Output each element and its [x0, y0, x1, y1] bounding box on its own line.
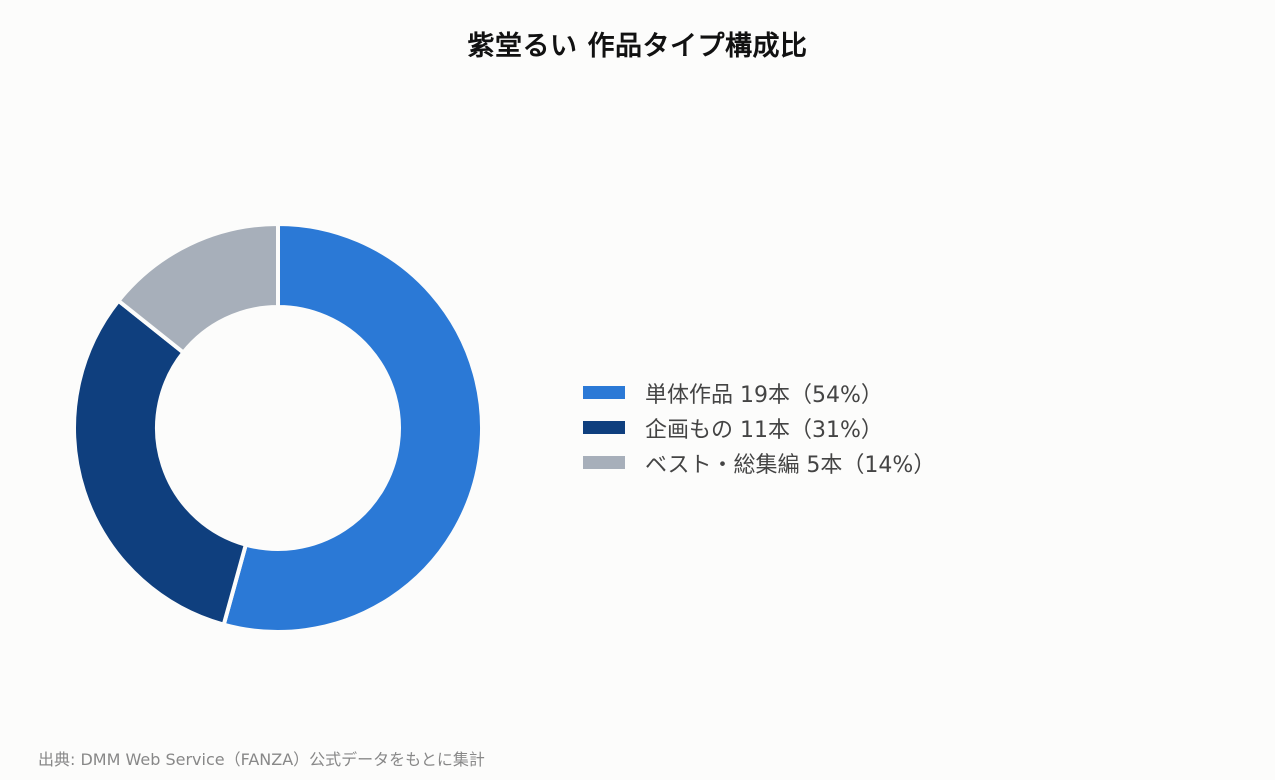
legend-item-3: ベスト・総集編 5本（14%） [583, 445, 1103, 480]
donut-slice-2 [72, 297, 249, 628]
chart-title: 紫堂るい 作品タイプ構成比 [467, 31, 808, 62]
chart-legend: 単体作品 19本（54%） 企画もの 11本（31%） ベスト・総集編 5本（14%… [583, 375, 1103, 480]
donut-slice-3 [115, 221, 280, 356]
legend-swatch [583, 386, 625, 399]
donut-slice-1 [221, 221, 484, 634]
legend-swatch [583, 456, 625, 469]
legend-item-2: 企画もの 11本（31%） [583, 410, 1103, 445]
source-note: 出典: DMM Web Service（FANZA）公式データをもとに集計 [38, 750, 485, 769]
donut-slices [72, 221, 484, 634]
legend-item-1: 単体作品 19本（54%） [583, 375, 1103, 410]
legend-label: ベスト・総集編 5本（14%） [645, 452, 936, 478]
legend-swatch [583, 421, 625, 434]
legend-label: 単体作品 19本（54%） [645, 382, 883, 408]
legend-label: 企画もの 11本（31%） [645, 417, 883, 443]
